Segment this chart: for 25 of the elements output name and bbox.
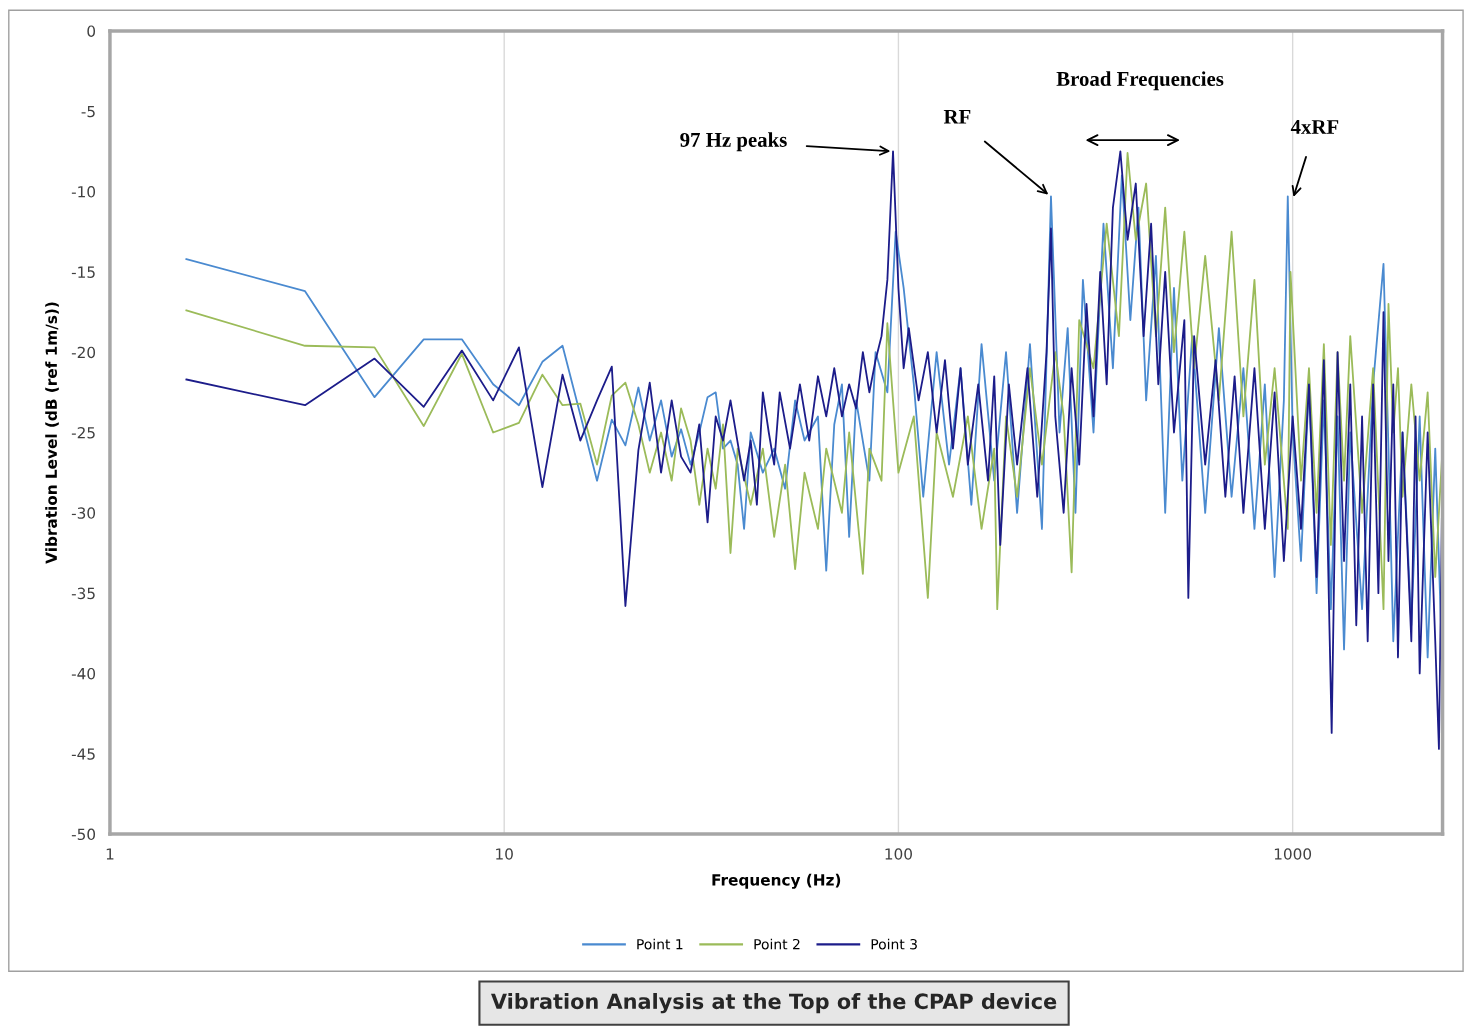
annotation: Broad Frequencies [1056,71,1224,91]
annotation: RF [943,109,971,124]
text: Vibration Analysis at the Top of the CPAP device [491,993,1057,1014]
legend-label: Point 1 [637,938,683,950]
y-tick-label: -35 [71,587,95,600]
y-tick-label: -50 [71,828,96,841]
x-tick-label: 100 [885,848,912,860]
x-axis-title: Frequency (Hz) [712,873,841,889]
annotation: 4xRF [1290,120,1339,134]
y-tick-label: -45 [71,748,95,760]
y-tick-label: -15 [71,266,95,278]
y-tick-label: -5 [81,105,95,118]
y-tick-label: -10 [71,186,96,198]
y-tick-label: 0 [87,25,96,37]
x-tick-label: 1000 [1274,848,1312,860]
y-tick-label: -30 [71,507,96,519]
y-tick-label: -40 [71,667,96,680]
legend-label: Point 3 [871,938,917,950]
x-tick-label: 1 [106,848,114,860]
y-axis-title: Vibration Level (dB (ref 1m/s)) [45,302,59,564]
y-tick-label: -25 [71,426,95,439]
annotation: 97 Hz peaks [680,132,787,152]
y-tick-label: -20 [71,346,96,359]
x-tick-label: 10 [496,848,513,860]
legend-label: Point 2 [754,938,800,950]
